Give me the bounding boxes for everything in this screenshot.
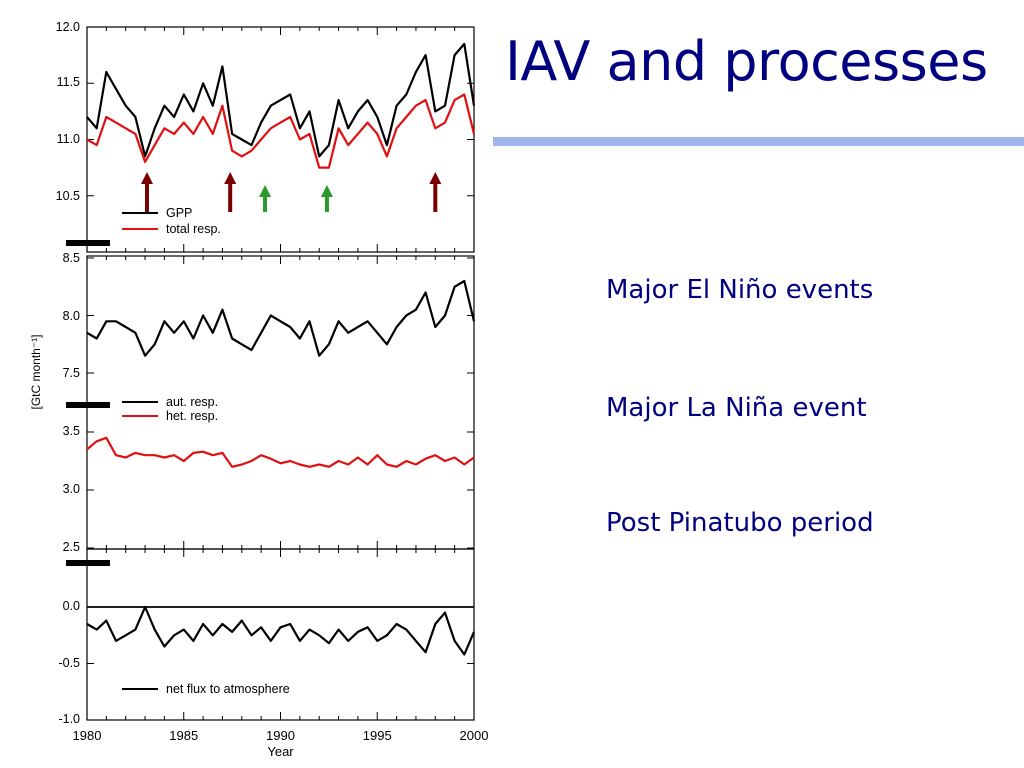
panel-frame-top <box>86 26 475 253</box>
panel-marker-bar <box>66 402 110 408</box>
panel-marker-bar <box>66 560 110 566</box>
legend-label: aut. resp. <box>166 395 218 409</box>
panel-marker-bar <box>66 240 110 246</box>
event-arrow-head <box>429 172 442 184</box>
bullet-pinatubo: Post Pinatubo period <box>606 508 874 538</box>
legend-label: het. resp. <box>166 409 218 423</box>
y-tick-label: 0.0 <box>63 599 80 613</box>
series-line-middle-1 <box>86 436 475 468</box>
event-arrow-head <box>320 185 333 197</box>
y-tick-label: 3.5 <box>63 424 80 438</box>
y-tick-label: 11.0 <box>57 132 80 146</box>
y-tick-label: 8.0 <box>63 309 80 323</box>
y-tick-label: 12.0 <box>56 20 80 34</box>
event-arrow-head <box>140 172 153 184</box>
title-underline <box>493 137 1024 146</box>
x-axis-label: Year <box>267 744 294 759</box>
bullet-la-nina: Major La Niña event <box>606 393 867 423</box>
series-line-bottom-0 <box>86 605 476 656</box>
series-line-top-0 <box>86 42 476 158</box>
x-tick-label: 1995 <box>363 728 392 743</box>
y-tick-label: -0.5 <box>58 656 80 670</box>
series-line-middle-0 <box>86 279 476 357</box>
event-arrow-head <box>259 185 272 197</box>
y-tick-label: 10.5 <box>56 189 80 203</box>
y-tick-label: -1.0 <box>58 712 80 726</box>
x-tick-label: 1990 <box>266 728 295 743</box>
y-tick-label: 7.5 <box>63 366 80 380</box>
legend-label: total resp. <box>166 222 221 236</box>
legend-label: net flux to atmosphere <box>166 682 290 696</box>
bullet-el-nino: Major El Niño events <box>606 275 874 305</box>
legend-label: GPP <box>166 206 192 220</box>
iav-figure: 12.0 11.5 11.0 10.5 8.5 8.0 7.5 3.5 3.0 2.5 0.0 -0.… <box>29 20 489 759</box>
y-tick-label: 11.5 <box>57 75 80 89</box>
y-tick-label: 3.0 <box>63 482 80 496</box>
x-tick-label: 2000 <box>460 728 489 743</box>
y-tick-label: 2.5 <box>63 540 80 554</box>
y-tick-label: 8.5 <box>63 251 80 265</box>
x-tick-label: 1980 <box>73 728 102 743</box>
event-arrow-head <box>224 172 237 184</box>
slide-title: IAV and processes <box>505 30 988 93</box>
series-line-top-1 <box>86 93 476 169</box>
x-tick-label: 1985 <box>169 728 198 743</box>
y-axis-label: [GtC month⁻¹] <box>29 334 43 409</box>
